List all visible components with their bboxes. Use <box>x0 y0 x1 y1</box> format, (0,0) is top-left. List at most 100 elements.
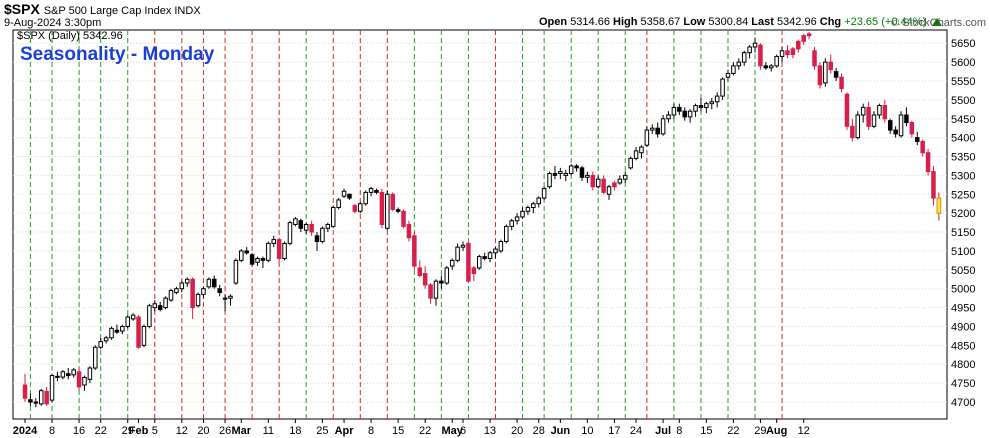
x-tick-label: 6 <box>460 425 466 437</box>
candle-body <box>44 390 49 405</box>
candle-body <box>228 295 233 299</box>
candle-body <box>174 288 179 293</box>
candle-body <box>449 259 455 267</box>
candle-body <box>352 205 358 212</box>
candle-body <box>682 110 687 118</box>
candle-body <box>136 316 141 348</box>
candle-body <box>49 375 55 401</box>
candle-body <box>498 240 504 252</box>
x-tick-label: Aug <box>766 425 787 437</box>
last-value: 5342.96 <box>776 16 817 28</box>
x-tick-label: 17 <box>608 425 620 437</box>
candle-body <box>303 224 309 231</box>
candle-body <box>195 293 201 307</box>
candle-body <box>87 367 93 380</box>
candle-body <box>249 254 255 265</box>
candle-body <box>38 390 44 405</box>
candle-body <box>763 65 769 69</box>
low-label: Low <box>683 16 706 28</box>
candle-body <box>801 35 806 42</box>
quote-date: 9-Aug-2024 3:30pm <box>4 17 102 29</box>
candle-body <box>915 137 920 142</box>
candle-body <box>568 165 574 175</box>
candle-body <box>460 244 466 248</box>
candle-body <box>168 290 174 301</box>
x-tick-label: 25 <box>316 425 328 437</box>
candle-body <box>925 152 931 173</box>
x-tick-label: 20 <box>511 425 523 437</box>
y-tick-label: 4950 <box>951 303 975 315</box>
y-tick-label: 4850 <box>951 340 975 352</box>
x-tick-label: 20 <box>197 425 209 437</box>
candle-body <box>877 105 882 116</box>
candle-body <box>514 216 520 222</box>
candle-body <box>109 327 114 339</box>
candle-body <box>152 303 158 309</box>
open-label: Open <box>539 16 568 28</box>
candle-body <box>401 210 406 227</box>
candle-body <box>476 256 482 269</box>
up-arrow-icon <box>932 18 943 27</box>
y-tick-label: 5500 <box>951 95 975 107</box>
candle-body <box>839 76 844 90</box>
candle-body <box>320 227 325 242</box>
candle-body <box>677 106 682 112</box>
candle-body <box>758 44 763 67</box>
chart-title: Seasonality - Monday <box>20 44 215 65</box>
candle-body <box>844 93 850 127</box>
candle-body <box>785 50 790 56</box>
candle-body <box>390 193 395 210</box>
candle-body <box>293 218 298 225</box>
candle-body <box>374 190 379 193</box>
candle-body <box>617 178 623 184</box>
candle-body <box>687 110 693 118</box>
x-tick-label: 15 <box>700 425 712 437</box>
candle-body <box>639 146 644 154</box>
candle-body <box>314 235 320 242</box>
candle-body <box>493 248 498 254</box>
candle-body <box>76 371 82 388</box>
candle-body <box>628 157 633 169</box>
candle-body <box>330 207 336 227</box>
x-tick-label: 15 <box>392 425 404 437</box>
candle-body <box>655 127 660 135</box>
candle-body <box>828 61 833 71</box>
candle-body <box>487 252 493 259</box>
candle-body <box>817 65 823 86</box>
candle-body <box>141 325 147 346</box>
candle-body <box>266 242 271 261</box>
x-tick-label: 22 <box>419 425 431 437</box>
x-tick-label: 13 <box>484 425 496 437</box>
y-tick-label: 5650 <box>951 38 975 50</box>
x-tick-label: Mar <box>232 425 252 437</box>
candle-body <box>217 288 222 293</box>
quote-bar: Open 5314.66 High 5358.67 Low 5300.84 La… <box>539 16 943 28</box>
plot-frame <box>12 29 948 420</box>
chg-value: +23.65 (+0.44%) <box>844 16 927 28</box>
candle-body <box>833 71 839 78</box>
candle-body <box>725 72 731 78</box>
low-value: 5300.84 <box>708 16 749 28</box>
candle-body <box>22 384 28 399</box>
y-tick-label: 5050 <box>951 265 975 277</box>
symbol-header: $SPX S&P 500 Large Cap Index INDX <box>4 1 201 17</box>
candle-body <box>98 341 103 348</box>
candle-body <box>336 199 341 209</box>
candle-body <box>541 188 547 199</box>
candle-body <box>163 297 168 309</box>
x-tick-label: 28 <box>533 425 545 437</box>
x-tick-label: 22 <box>727 425 739 437</box>
candle-body <box>633 150 639 159</box>
candle-body <box>406 224 412 239</box>
candle-body <box>147 305 152 327</box>
symbol-ticker: $SPX <box>4 1 40 17</box>
candle-body <box>212 278 217 288</box>
candle-body <box>871 114 877 127</box>
high-value: 5358.67 <box>640 16 681 28</box>
x-tick-label: 12 <box>798 425 810 437</box>
candle-body <box>71 369 76 376</box>
candle-body <box>368 188 374 193</box>
candle-body <box>774 55 779 67</box>
candle-body <box>325 224 331 229</box>
